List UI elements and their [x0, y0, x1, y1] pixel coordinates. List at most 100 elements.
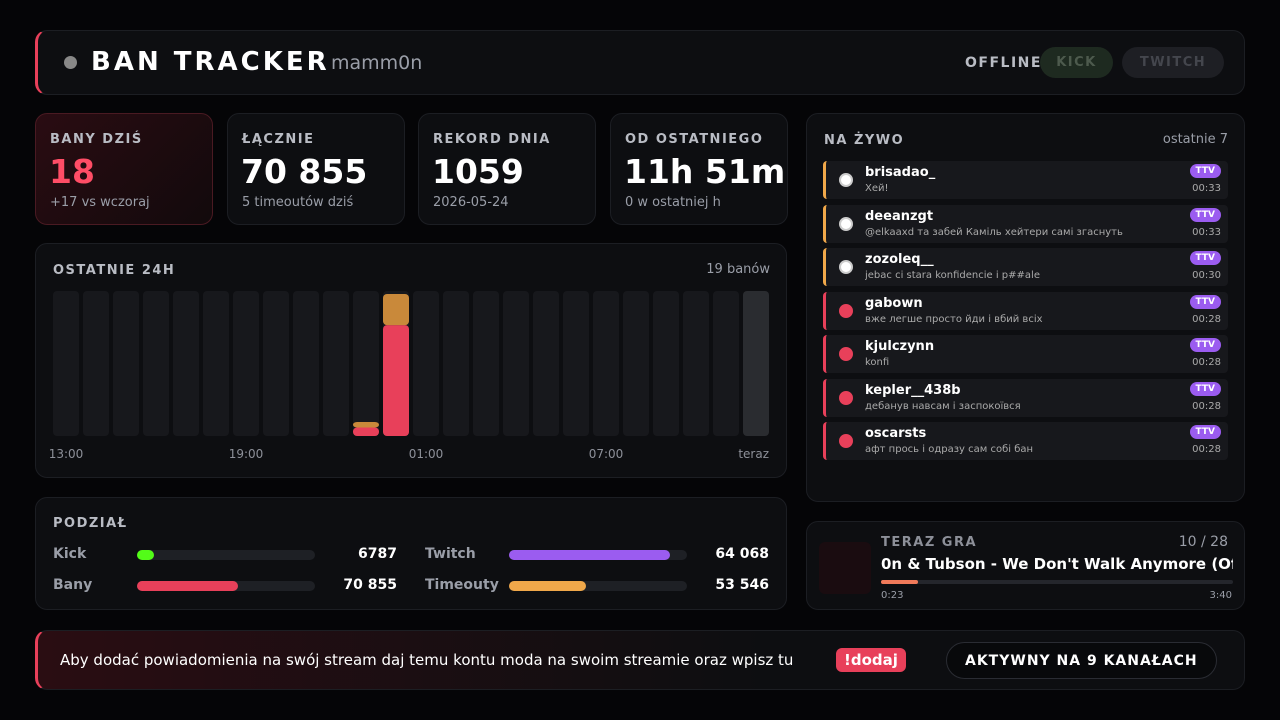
hour-label: 19:00	[229, 447, 264, 461]
hour-bar	[383, 294, 409, 326]
live-time: 00:33	[1192, 183, 1221, 194]
split-value: 53 546	[715, 577, 769, 593]
live-panel: NA ŻYWO ostatnie 7 brisadao_ Хей! TTV 00:33…	[806, 113, 1245, 502]
hour-bar	[353, 427, 379, 436]
hour-column	[113, 291, 139, 436]
split-track	[137, 581, 315, 591]
stat-sub: 0 w ostatniej h	[625, 195, 721, 210]
kind-icon	[839, 390, 853, 405]
live-item: oscarsts афт прось і одразу сам собі бан T…	[823, 422, 1228, 460]
hour-column	[263, 291, 289, 436]
live-item: kepler__438b дебанув навсам і заспокоївся…	[823, 378, 1228, 417]
stat-value: 11h 51m	[624, 152, 786, 191]
np-duration: 3:40	[1209, 590, 1232, 601]
split-value: 6787	[358, 546, 397, 562]
title: BAN TRACKER	[91, 47, 330, 77]
live-message: афт прось і одразу сам собі бан	[865, 444, 1034, 455]
hour-label: 13:00	[49, 447, 84, 461]
hour-column	[443, 291, 469, 436]
badge: TTV	[1189, 381, 1221, 396]
hour-column	[203, 291, 229, 436]
activity-title: OSTATNIE 24H	[53, 263, 176, 278]
user: mamm0n	[331, 52, 423, 74]
stat-card: BANY DZIŚ 18 +17 vs wczoraj	[35, 113, 213, 225]
live-user: oscarsts	[865, 426, 927, 441]
split-track	[509, 581, 687, 591]
stat-card: REKORD DNIA 1059 2026-05-24	[418, 113, 596, 225]
badge: TTV	[1189, 338, 1221, 352]
hour-column	[413, 291, 439, 436]
live-item: deeanzgt @elkaaxd та забей Каміль хейтери…	[823, 204, 1228, 243]
np-position: 10 / 28	[1178, 534, 1228, 550]
hour-column	[653, 291, 679, 436]
hour-column	[593, 291, 619, 436]
live-item: kjulczynn konfi TTV 00:28	[823, 335, 1228, 373]
kick-button[interactable]: KICK	[1040, 47, 1113, 78]
live-message: konfi	[865, 357, 890, 368]
stat-value: 70 855	[241, 152, 368, 191]
np-elapsed: 0:23	[881, 590, 904, 601]
hour-column	[233, 291, 259, 436]
stat-sub: +17 vs wczoraj	[50, 195, 150, 210]
live-time: 00:28	[1192, 400, 1221, 412]
command[interactable]: !dodaj	[836, 648, 906, 672]
live-user: deeanzgt	[865, 208, 934, 224]
hour-bar	[383, 325, 409, 436]
kind-icon	[839, 434, 853, 448]
hour-bar	[353, 421, 379, 428]
badge: TTV	[1189, 294, 1221, 309]
now-playing: TERAZ GRA 10 / 28 0n & Tubson - We Don't…	[806, 521, 1245, 610]
live-time: 00:28	[1192, 313, 1221, 325]
hour-column	[83, 291, 109, 436]
twitch-button[interactable]: TWITCH	[1122, 47, 1224, 78]
badge: TTV	[1189, 164, 1221, 178]
stat-card: ŁĄCZNIE 70 855 5 timeoutów dziś	[227, 113, 405, 225]
live-time: 00:28	[1192, 444, 1221, 455]
cover	[819, 542, 871, 594]
stat-label: ŁĄCZNIE	[242, 132, 315, 147]
live-user: gabown	[865, 295, 923, 311]
split-track	[137, 550, 315, 560]
hour-column	[713, 291, 739, 436]
badge: TTV	[1189, 251, 1221, 265]
hour-column	[173, 291, 199, 436]
activity-panel: OSTATNIE 24H 19 banów 13:00 19:00 01:00 07:…	[35, 243, 787, 478]
live-subtitle: ostatnie 7	[1162, 132, 1228, 147]
stat-value: 18	[49, 152, 95, 191]
live-item: zozoleq__ jebac ci stara konfidencie i p#…	[823, 248, 1228, 286]
live-message: Хей!	[865, 183, 889, 194]
kind-icon	[839, 260, 853, 274]
np-track	[881, 580, 1233, 584]
stat-card: OD OSTATNIEGO 11h 51m 0 w ostatniej h	[610, 113, 788, 225]
hour-column	[533, 291, 559, 436]
split-track	[509, 550, 687, 560]
live-item: gabown вже легше просто йди і вбий всіх TT…	[823, 291, 1228, 330]
live-user: kepler__438b	[865, 382, 961, 398]
live-message: дебанув навсам і заспокоївся	[865, 400, 1021, 412]
hour-column	[563, 291, 589, 436]
hour-column	[143, 291, 169, 436]
live-user: brisadao_	[865, 165, 936, 180]
kind-icon	[839, 347, 853, 361]
activity-total: 19 banów	[706, 262, 770, 277]
footer: Aby dodać powiadomienia na swój stream d…	[35, 630, 1245, 690]
np-progress	[881, 580, 918, 584]
split-label: Kick	[53, 546, 87, 562]
badge: TTV	[1189, 425, 1221, 439]
np-title: TERAZ GRA	[881, 535, 978, 550]
stat-label: OD OSTATNIEGO	[625, 132, 764, 147]
stat-sub: 2026-05-24	[433, 195, 509, 210]
hour-column	[683, 291, 709, 436]
hour-column	[293, 291, 319, 436]
stat-label: REKORD DNIA	[433, 132, 551, 147]
hour-label: teraz	[738, 447, 769, 461]
stat-value: 1059	[432, 152, 524, 191]
split-bar	[509, 581, 586, 591]
kind-icon	[839, 173, 853, 187]
live-message: jebac ci stara konfidencie i p##ale	[865, 270, 1040, 281]
live-message: @elkaaxd та забей Каміль хейтери самі зг…	[865, 226, 1123, 238]
stat-label: BANY DZIŚ	[50, 132, 143, 147]
live-message: вже легше просто йди і вбий всіх	[865, 313, 1043, 325]
hour-column	[53, 291, 79, 436]
